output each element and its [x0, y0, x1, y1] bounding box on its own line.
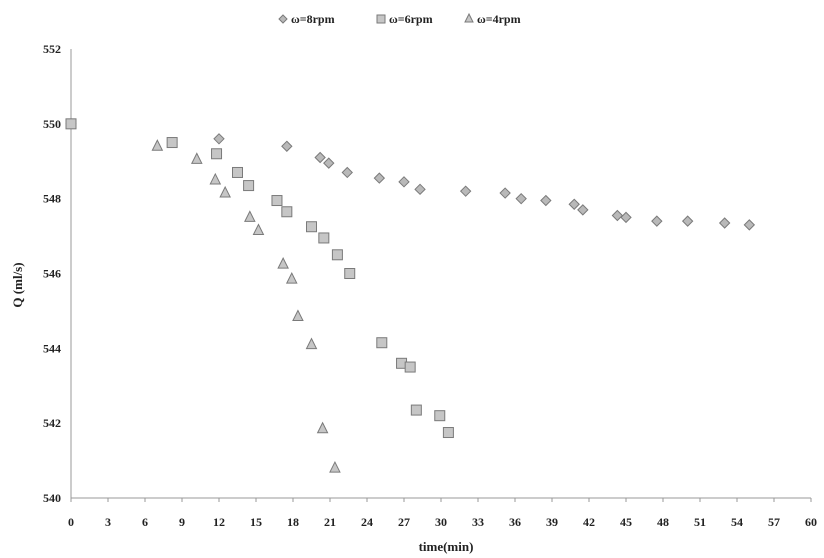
series-diamond [65, 118, 756, 231]
data-point-square [434, 410, 446, 422]
data-point-diamond [651, 215, 663, 227]
x-tick-label: 6 [142, 515, 148, 529]
y-tick-label: 542 [43, 416, 61, 430]
x-tick-label: 21 [324, 515, 336, 529]
data-point-square [243, 180, 255, 192]
x-axis-tick-labels: 0 3 6 9 12 15 18 21 24 27 30 33 36 39 42 45 48 51 54 57 60 [68, 515, 817, 529]
x-tick-label: 42 [583, 515, 595, 529]
data-point-diamond [620, 211, 632, 224]
data-point-diamond [611, 209, 624, 222]
y-tick-label: 544 [43, 341, 61, 355]
data-point-square [410, 404, 422, 416]
data-point-triangle [151, 139, 164, 151]
data-point-diamond [718, 217, 731, 229]
x-tick-label: 18 [287, 515, 299, 529]
data-point-diamond [577, 204, 589, 216]
legend-item: ω=4rpm [464, 12, 521, 26]
x-tick-label: 3 [105, 515, 111, 529]
data-point-square [376, 14, 386, 24]
x-tick-label: 54 [731, 515, 743, 529]
x-tick-label: 30 [435, 515, 447, 529]
x-tick-label: 51 [694, 515, 706, 529]
data-point-diamond [398, 176, 410, 188]
series-square [65, 118, 454, 439]
data-point-triangle [244, 210, 256, 222]
series-triangle [151, 139, 341, 473]
y-tick-label: 546 [43, 267, 61, 281]
data-point-square [65, 118, 77, 130]
x-tick-label: 12 [213, 515, 225, 529]
data-point-diamond [213, 133, 225, 145]
data-point-triangle [292, 309, 304, 322]
x-tick-label: 33 [472, 515, 484, 529]
data-point-square [331, 249, 343, 261]
legend-label: ω=8rpm [291, 12, 335, 26]
data-point-triangle [252, 223, 265, 235]
x-axis-ticks [70, 498, 812, 502]
data-point-diamond [515, 192, 527, 205]
data-point-diamond [681, 215, 694, 227]
x-tick-label: 57 [768, 515, 780, 529]
data-point-square [281, 206, 293, 218]
x-tick-label: 39 [546, 515, 558, 529]
y-tick-label: 540 [43, 491, 61, 505]
legend-item: ω=6rpm [376, 12, 433, 26]
y-axis-title: Q (ml/s) [10, 262, 25, 307]
x-axis-title: time(min) [419, 539, 474, 554]
data-point-triangle [277, 257, 289, 269]
data-point-square [232, 166, 243, 178]
x-tick-label: 36 [509, 515, 521, 529]
data-point-triangle [219, 185, 231, 198]
data-point-diamond [323, 157, 335, 169]
data-point-triangle [209, 172, 222, 185]
data-point-triangle [305, 337, 318, 350]
data-point-diamond [540, 194, 552, 207]
x-tick-label: 45 [620, 515, 632, 529]
data-point-square [404, 361, 416, 373]
data-point-diamond [341, 166, 353, 179]
legend-label: ω=4rpm [477, 12, 521, 26]
x-tick-label: 0 [68, 515, 74, 529]
legend-label: ω=6rpm [389, 12, 433, 26]
data-point-triangle [285, 271, 298, 284]
data-point-diamond [278, 14, 288, 24]
x-tick-label: 9 [179, 515, 185, 529]
y-tick-label: 548 [43, 192, 61, 206]
data-point-diamond [568, 198, 580, 210]
x-tick-label: 24 [361, 515, 373, 529]
data-point-triangle [464, 12, 474, 23]
chart-legend: ω=8rpm ω=6rpm ω=4rpm [278, 12, 521, 26]
data-point-square [211, 148, 223, 160]
data-point-diamond [373, 172, 386, 184]
data-point-square [166, 137, 178, 149]
data-point-diamond [281, 140, 293, 152]
data-point-triangle [316, 421, 329, 434]
x-tick-label: 27 [398, 515, 410, 529]
data-point-square [344, 268, 356, 279]
x-tick-label: 48 [657, 515, 669, 529]
x-tick-label: 60 [805, 515, 817, 529]
data-point-square [318, 232, 330, 244]
data-point-triangle [190, 152, 203, 164]
data-point-square [271, 195, 283, 207]
x-tick-label: 15 [250, 515, 262, 529]
data-point-square [306, 221, 317, 233]
data-point-diamond [459, 185, 472, 197]
y-tick-label: 552 [43, 42, 61, 56]
data-point-diamond [414, 183, 426, 196]
legend-item: ω=8rpm [278, 12, 335, 26]
y-axis-tick-labels: 540 542 544 546 548 550 552 [43, 42, 61, 505]
data-points [65, 118, 756, 473]
data-point-triangle [329, 460, 341, 473]
data-point-square [442, 427, 454, 439]
y-tick-label: 550 [43, 117, 61, 131]
data-point-diamond [499, 187, 511, 199]
data-point-square [376, 337, 388, 349]
data-point-diamond [743, 219, 756, 231]
data-point-diamond [314, 151, 326, 164]
